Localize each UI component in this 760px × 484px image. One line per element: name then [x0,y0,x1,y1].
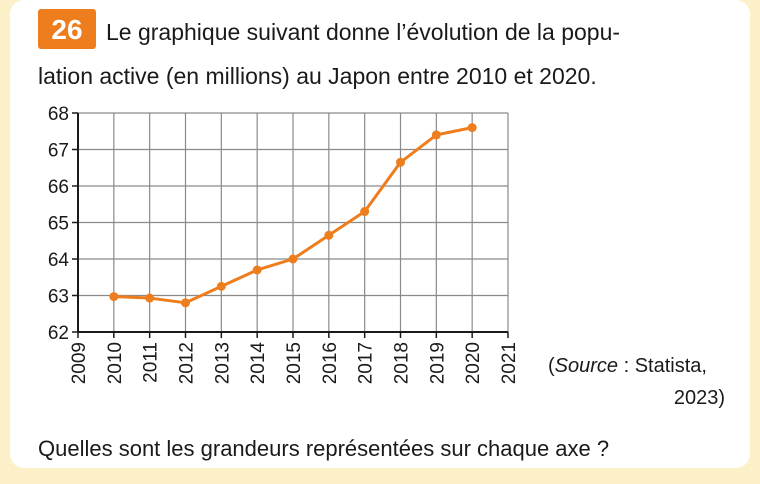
data-point [145,293,155,303]
x-tick-label: 2014 [248,342,269,385]
x-tick-label: 2011 [141,342,162,383]
y-tick-label: 66 [48,177,69,198]
x-tick-label: 2015 [284,342,305,384]
data-point [252,265,262,275]
source-label: Source [555,355,618,377]
x-tick-label: 2012 [177,342,198,384]
x-tick-label: 2018 [392,342,413,384]
y-tick-label: 64 [48,250,70,271]
x-tick-label: 2017 [356,342,377,384]
x-tick-label: 2010 [105,342,126,384]
source: (Source : Statista, [548,355,707,377]
data-point [109,292,119,302]
data-point [288,254,298,264]
data-point [181,298,190,308]
source-text: : Statista, [618,355,707,377]
y-tick-label: 65 [48,214,69,235]
x-tick-label: 2020 [463,342,484,384]
exercise-number: 26 [51,14,82,45]
data-point [396,157,405,167]
source-open: ( [548,355,555,377]
data-point [467,123,477,133]
data-point [324,230,334,240]
x-tick-label: 2019 [427,342,448,384]
y-tick-label: 62 [48,323,69,344]
panel [10,0,750,468]
chart: 62 63 64 65 66 67 68 2009 2010 2011 2012 2013 2014 20… [48,104,520,384]
question: Quelles sont les grandeurs représentées … [38,436,609,461]
data-point [216,281,226,291]
x-tick-label: 2009 [69,342,90,384]
data-point [360,207,370,217]
number-badge [38,9,96,49]
y-tick-label: 67 [48,141,69,162]
statement-line: Le graphique suivant donne l’évolution d… [106,19,620,45]
statement-line: lation active (en millions) au Japon ent… [38,63,597,89]
y-tick-label: 68 [48,104,69,125]
x-tick-label: 2013 [212,342,233,384]
x-tick-label: 2021 [499,342,520,384]
source-year: 2023) [674,387,725,409]
y-tick-label: 63 [48,287,69,308]
x-tick-label: 2016 [320,342,341,384]
data-point [431,130,441,140]
